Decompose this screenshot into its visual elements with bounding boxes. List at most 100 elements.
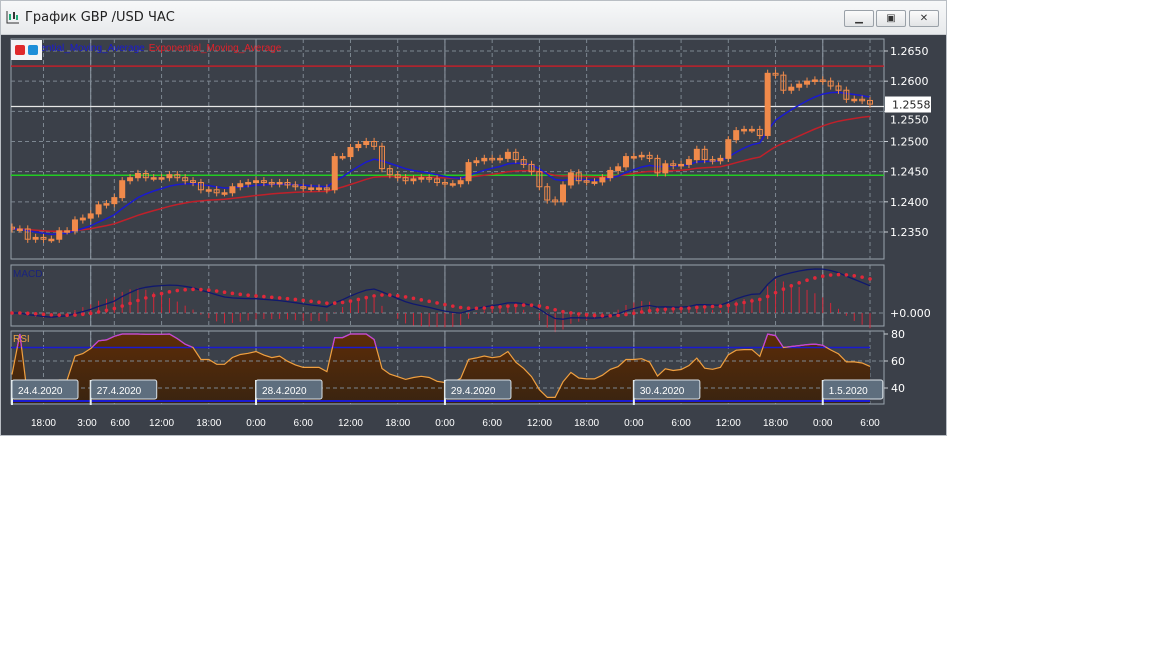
time-tick-label: 0:00 xyxy=(435,418,455,429)
rsi-tick-label: 60 xyxy=(891,355,905,368)
current-price-badge xyxy=(885,96,931,113)
candle-body xyxy=(630,156,637,159)
time-tick-label: 18:00 xyxy=(763,418,788,429)
candle-body xyxy=(308,187,315,190)
candle-body xyxy=(119,180,126,199)
macd-signal-point xyxy=(175,288,180,293)
restore-icon: ▣ xyxy=(886,13,896,24)
close-button[interactable]: ✕ xyxy=(909,10,939,27)
legend-ema-slow: Exponential_Moving_Average xyxy=(149,43,282,54)
rsi-tick-label: 40 xyxy=(891,382,905,395)
candle-body xyxy=(575,172,582,182)
macd-panel-frame xyxy=(10,264,885,327)
close-icon: ✕ xyxy=(919,13,929,24)
candle-body xyxy=(182,177,189,182)
candle-body xyxy=(95,204,102,215)
macd-signal-point xyxy=(537,304,542,308)
macd-signal-point xyxy=(191,287,195,292)
candle-body xyxy=(402,177,409,182)
date-marker-label: 24.4.2020 xyxy=(18,386,63,397)
candle-body xyxy=(103,203,110,206)
macd-panel: +0.000 MACD xyxy=(10,264,931,333)
candle-body xyxy=(725,139,732,159)
candle-body xyxy=(646,154,653,159)
time-tick-label: 6:00 xyxy=(860,418,880,429)
candle-body xyxy=(465,162,472,182)
restore-button[interactable]: ▣ xyxy=(876,10,906,27)
macd-signal-point xyxy=(199,287,203,292)
price-tick-label: 1.2500 xyxy=(890,135,929,148)
date-marker-label: 27.4.2020 xyxy=(97,386,142,397)
macd-signal-point xyxy=(356,297,361,302)
macd-signal-point xyxy=(813,276,817,280)
time-tick-label: 6:00 xyxy=(671,418,691,429)
candle-body xyxy=(16,228,23,231)
macd-signal-point xyxy=(246,293,250,297)
candle-body xyxy=(32,236,39,240)
candle-body xyxy=(205,189,212,192)
candle-body xyxy=(851,98,858,102)
candle-body xyxy=(591,181,598,184)
time-tick-label: 12:00 xyxy=(149,418,174,429)
candle-body xyxy=(158,177,165,180)
candle-body xyxy=(756,128,763,136)
candle-body xyxy=(253,180,260,184)
candle-body xyxy=(811,79,818,82)
macd-signal-point xyxy=(128,301,132,306)
macd-signal-point xyxy=(419,298,424,302)
macd-signal-point xyxy=(553,307,557,312)
rsi-tick-label: 80 xyxy=(891,328,905,341)
candle-body xyxy=(489,157,496,161)
candle-body xyxy=(197,182,204,191)
date-marker-label: 30.4.2020 xyxy=(640,386,685,397)
macd-signal-point xyxy=(285,296,290,301)
macd-signal-point xyxy=(561,309,565,314)
candle-body xyxy=(276,182,283,185)
macd-signal-point xyxy=(144,296,148,300)
price-chart[interactable]: 1.2650 1.2600 1.2550 1.2500 1.2450 1.2400 1.23… xyxy=(0,0,946,435)
candle-body xyxy=(64,230,71,233)
candle-body xyxy=(394,174,401,179)
macd-signal-point xyxy=(820,274,825,279)
title-bar[interactable]: График GBP /USD ЧАС ▁ ▣ ✕ xyxy=(1,1,946,35)
time-tick-label: 12:00 xyxy=(527,418,552,429)
macd-signal-point xyxy=(545,305,550,310)
date-marker-label: 29.4.2020 xyxy=(451,386,496,397)
macd-signal-point xyxy=(702,305,707,309)
macd-signal-point xyxy=(395,293,400,298)
current-price-label: 1.2558 xyxy=(892,99,931,112)
candle-body xyxy=(127,177,134,182)
candle-body xyxy=(481,157,488,162)
macd-signal-point xyxy=(513,303,518,308)
candle-body xyxy=(363,140,370,146)
candle-body xyxy=(804,80,811,85)
macd-signal-point xyxy=(805,278,809,283)
macd-signal-point xyxy=(639,310,644,314)
candle-body xyxy=(764,72,771,136)
minimize-button[interactable]: ▁ xyxy=(844,10,874,27)
time-axis: 18:00 3:00 6:00 12:00 18:00 0:00 6:00 12:00 18:0… xyxy=(11,379,884,429)
date-marker-box xyxy=(90,379,158,400)
macd-signal-point xyxy=(695,305,699,310)
price-tick-label: 1.2650 xyxy=(890,45,929,58)
candle-body xyxy=(190,180,197,184)
candle-body xyxy=(331,156,338,191)
legend: Exponential_Moving_Average Exponential_M… xyxy=(11,40,282,60)
price-tick-label: 1.2350 xyxy=(890,226,929,239)
macd-signal-point xyxy=(81,312,85,317)
rsi-label: RSI xyxy=(13,334,30,345)
candle-body xyxy=(693,148,700,161)
candle-body xyxy=(520,159,527,165)
candle-body xyxy=(441,182,448,185)
ema-fast-line xyxy=(12,91,871,236)
macd-signal-point xyxy=(750,299,754,303)
candle-body xyxy=(560,184,567,203)
candle-body xyxy=(111,197,118,205)
candle-body xyxy=(717,157,724,162)
macd-signal-point xyxy=(18,311,22,315)
candle-body xyxy=(174,174,181,179)
date-marker-box xyxy=(255,379,323,400)
macd-signal-point xyxy=(348,299,353,303)
candle-body xyxy=(662,163,669,174)
minimize-icon: ▁ xyxy=(855,13,863,24)
